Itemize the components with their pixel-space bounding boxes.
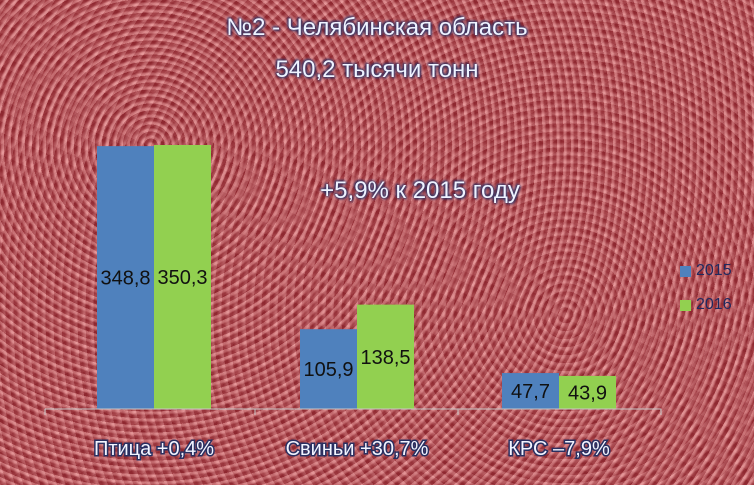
bar-2016-2 (559, 375, 616, 409)
growth-annotation: +5,9% к 2015 году (320, 177, 520, 204)
chart-title: №2 - Челябинская область (226, 14, 528, 41)
category-label-0: Птица +0,4% (94, 438, 214, 460)
bar-2016-0 (154, 145, 211, 409)
chart-subtitle: 540,2 тысячи тонн (275, 56, 479, 83)
legend-item-2016: 2016 (680, 296, 732, 314)
category-label-2: КРС –7,9% (508, 438, 610, 460)
bar-2016-1 (357, 304, 414, 409)
legend-label-2015: 2015 (696, 262, 732, 279)
bar-2015-2 (502, 373, 559, 409)
legend-item-2015: 2015 (680, 262, 732, 280)
category-label-1: Свиньи +30,7% (286, 438, 429, 460)
data-label-2016-1: 138,5 (360, 347, 410, 369)
legend-swatch-2015 (680, 265, 691, 277)
data-label-2015-1: 105,9 (303, 359, 353, 381)
legend-label-2016: 2016 (696, 296, 732, 313)
bar-2015-0 (97, 146, 154, 409)
data-label-2015-0: 348,8 (100, 268, 150, 290)
data-label-2015-2: 47,7 (511, 381, 550, 403)
data-label-2016-2: 43,9 (568, 382, 607, 404)
legend-swatch-2016 (680, 299, 691, 311)
data-label-2016-0: 350,3 (157, 267, 207, 289)
bar-2015-1 (300, 329, 357, 409)
